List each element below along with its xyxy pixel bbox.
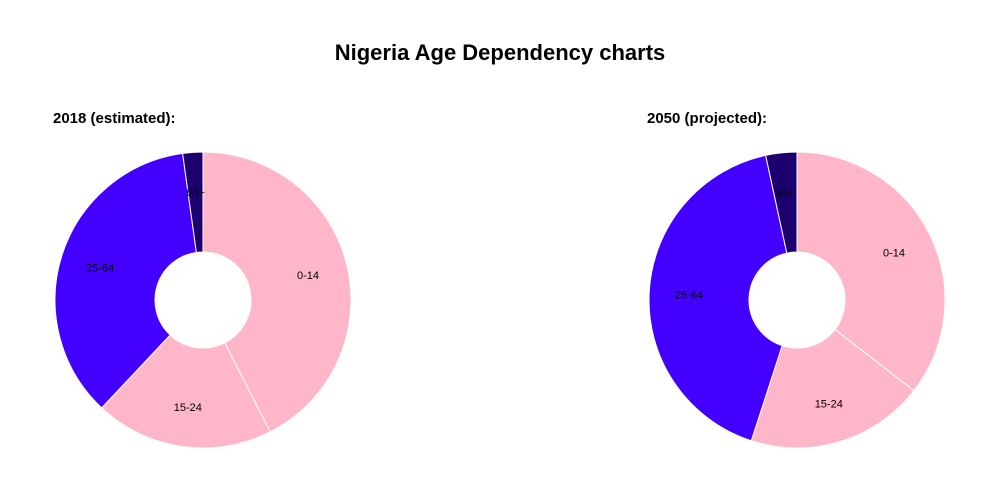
slice-2018-65plus — [182, 151, 204, 254]
slice-label-2018-25-64: 25-64 — [86, 262, 114, 274]
slice-label-2050-65plus: 65+ — [776, 188, 795, 200]
slice-label-2018-0-14: 0-14 — [297, 270, 319, 282]
slice-2050-0-14 — [796, 151, 946, 392]
slice-2050-15-24 — [750, 328, 915, 449]
slice-2050-25-64 — [648, 154, 788, 442]
page-title: Nigeria Age Dependency charts — [334, 40, 666, 65]
slice-label-2050-0-14: 0-14 — [883, 247, 905, 259]
slice-label-2018-15-24: 15-24 — [174, 402, 202, 414]
chart-2018-title: 2018 (estimated): — [53, 110, 176, 127]
slice-label-2050-25-64: 25-64 — [675, 290, 703, 302]
chart-2050-title: 2050 (projected): — [647, 110, 768, 127]
slice-label-2018-65plus: 65+ — [186, 187, 205, 199]
slice-2050-65plus — [765, 151, 798, 254]
slice-2018-25-64 — [54, 152, 197, 409]
slice-label-2050-15-24: 15-24 — [815, 398, 843, 410]
slice-2018-0-14 — [202, 151, 352, 433]
